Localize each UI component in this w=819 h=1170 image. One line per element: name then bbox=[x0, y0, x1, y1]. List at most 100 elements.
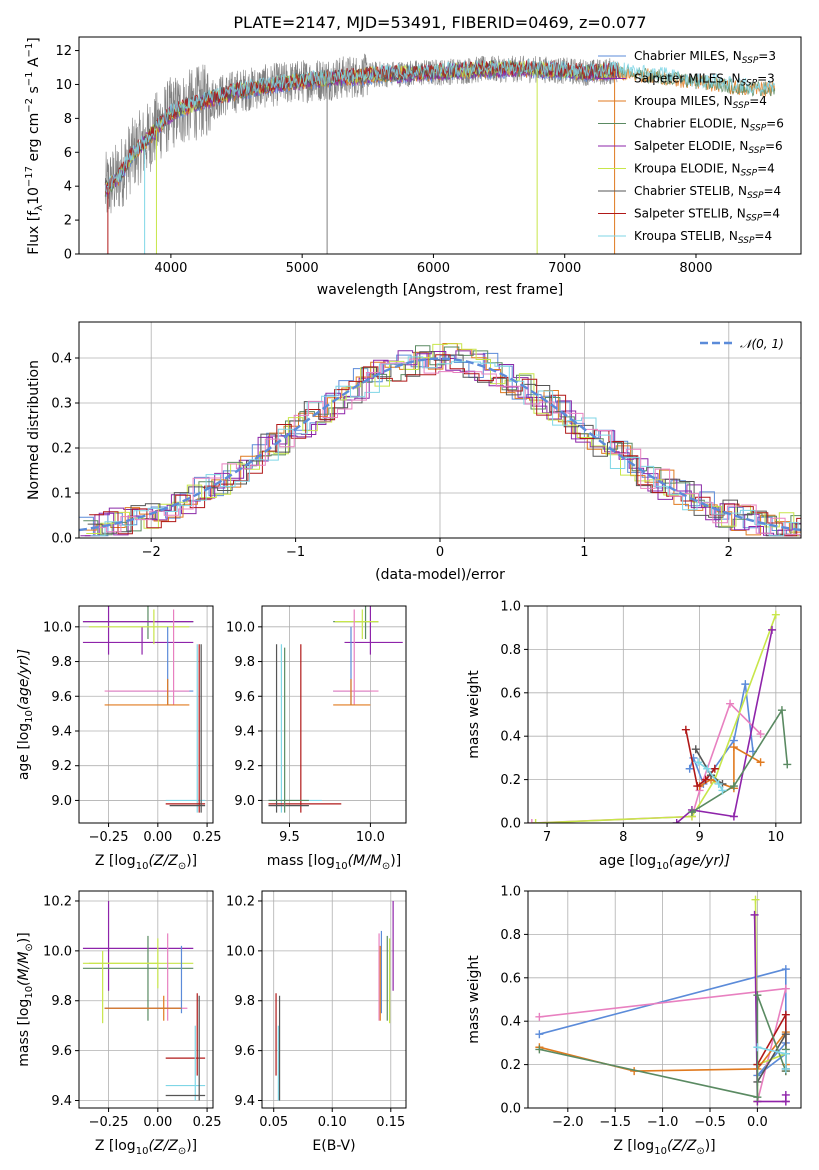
label-part: Z [log bbox=[95, 1138, 136, 1154]
label-part: )] bbox=[705, 1138, 716, 1154]
y-tick-label: 0.0 bbox=[500, 1102, 521, 1117]
y-tick-label: 0.4 bbox=[500, 730, 521, 745]
x-tick-label: −1.5 bbox=[599, 1115, 631, 1130]
y-tick-label: 0.2 bbox=[500, 1058, 521, 1073]
y-tick-label: 10.0 bbox=[43, 620, 72, 635]
x-tick-label: 4000 bbox=[154, 261, 187, 276]
residual-histogram-panel: −2 −1 0 1 2 0.0 0.1 0.2 0.3 0.4 𝒩(0, 1) (data-model… bbox=[26, 321, 802, 583]
y-tick-label: 0.8 bbox=[500, 928, 521, 943]
legend-entry: Kroupa MILES, NSSP=4 bbox=[634, 94, 767, 111]
weight-series-3 bbox=[676, 629, 773, 823]
legend-label: Chabrier MILES, N bbox=[634, 49, 742, 63]
y-axis-label-part: Flux [f bbox=[26, 210, 42, 255]
residual-histogram-0 bbox=[79, 352, 801, 537]
x-axis-label: Z [log10(Z/Z⊙)] bbox=[95, 1138, 197, 1157]
weight-point-marker bbox=[771, 610, 780, 619]
legend-entry: Chabrier MILES, NSSP=3 bbox=[634, 49, 776, 66]
legend-sub: SSP bbox=[741, 79, 758, 89]
label-part: (Z/Z bbox=[148, 853, 178, 869]
plot-area bbox=[528, 891, 801, 1108]
weight-point-marker bbox=[781, 1064, 790, 1073]
legend-tail: =4 bbox=[764, 184, 782, 198]
y-tick-label: 0.8 bbox=[500, 643, 521, 658]
weight-series-7 bbox=[691, 707, 789, 813]
weight-point-marker bbox=[531, 819, 540, 823]
y-axis-label-part: ] bbox=[26, 37, 42, 42]
y-tick-label: 9.8 bbox=[51, 655, 72, 670]
weight-point-marker bbox=[685, 764, 694, 773]
y-tick-label: 0.4 bbox=[500, 1015, 521, 1030]
weight-series-8 bbox=[697, 761, 724, 791]
x-tick-label: 0.05 bbox=[259, 1115, 288, 1130]
weight-vs-metallicity-panel: −2.0 −1.5 −1.0 −0.5 0.0 0.0 0.2 0.4 0.6 0.8 1.0 Z [… bbox=[466, 885, 802, 1157]
y-tick-label: 9.6 bbox=[234, 690, 255, 705]
x-tick-label: 0.15 bbox=[376, 1115, 405, 1130]
weight-point-marker bbox=[777, 706, 786, 715]
weight-point-marker bbox=[691, 745, 700, 754]
legend-tail: =4 bbox=[762, 207, 780, 221]
residual-histogram-7 bbox=[89, 354, 801, 537]
x-tick-label: −2 bbox=[142, 545, 161, 560]
legend-label: Salpeter STELIB, N bbox=[634, 207, 746, 221]
y-tick-label: 10.2 bbox=[43, 894, 72, 909]
x-tick-label: 0.0 bbox=[747, 1115, 768, 1130]
weight-point-marker bbox=[781, 1030, 790, 1039]
label-part: (Z/Z bbox=[667, 1138, 697, 1154]
x-tick-label: −0.5 bbox=[694, 1115, 726, 1130]
x-tick-label: 0 bbox=[436, 545, 444, 560]
y-axis-label-part: erg cm bbox=[26, 113, 42, 166]
y-tick-label: 10 bbox=[55, 78, 72, 93]
y-axis-label: Flux [fλ10−17 erg cm−2 s−1 A−1] bbox=[24, 37, 45, 255]
x-tick-label: 0.10 bbox=[318, 1115, 347, 1130]
x-tick-label: 2 bbox=[725, 545, 733, 560]
legend-label: Chabrier STELIB, N bbox=[634, 184, 747, 198]
label-part: 10 bbox=[136, 861, 149, 872]
label-part: )] bbox=[16, 932, 32, 943]
legend-entry: Kroupa ELODIE, NSSP=4 bbox=[634, 162, 775, 179]
y-axis-label-part: s bbox=[26, 86, 42, 98]
weight-point-marker bbox=[672, 819, 681, 823]
x-axis-label: (data-model)/error bbox=[375, 567, 505, 583]
weight-point-marker bbox=[694, 758, 703, 767]
y-axis-label-part: −17 bbox=[24, 166, 35, 187]
mass-vs-extinction-panel: 0.05 0.10 0.15 9.4 9.6 9.8 10.0 10.2 E(B-V) bbox=[226, 890, 407, 1154]
y-axis-label: mass weight bbox=[466, 955, 482, 1044]
legend-entry: Chabrier STELIB, NSSP=4 bbox=[634, 184, 781, 201]
y-tick-label: 9.8 bbox=[234, 655, 255, 670]
weight-point-marker bbox=[753, 1043, 762, 1052]
axes-frame bbox=[78, 890, 214, 1109]
weight-point-marker bbox=[781, 1090, 790, 1099]
weight-point-marker bbox=[753, 1093, 762, 1102]
y-tick-label: 9.8 bbox=[234, 994, 255, 1009]
y-tick-label: 9.6 bbox=[51, 1044, 72, 1059]
y-tick-label: 0.4 bbox=[51, 352, 72, 367]
weight-point-marker bbox=[753, 991, 762, 1000]
weight-point-marker bbox=[710, 764, 719, 773]
y-axis-label-part: A bbox=[26, 57, 42, 71]
y-tick-label: 8 bbox=[64, 112, 72, 127]
x-axis-label: wavelength [Angstrom, rest frame] bbox=[317, 282, 563, 298]
y-tick-label: 0 bbox=[64, 248, 72, 263]
y-tick-label: 1.0 bbox=[500, 885, 521, 900]
label-part: 10 bbox=[656, 861, 669, 872]
legend-sub: SSP bbox=[748, 146, 765, 156]
weight-point-marker bbox=[535, 1045, 544, 1054]
axes-frame bbox=[78, 36, 802, 255]
x-tick-label: −0.25 bbox=[89, 830, 129, 845]
weight-point-marker bbox=[528, 819, 536, 823]
y-tick-label: 10.0 bbox=[226, 944, 255, 959]
label-part: ⊙ bbox=[178, 861, 186, 872]
label-part: 10 bbox=[654, 1146, 667, 1157]
y-tick-label: 12 bbox=[55, 44, 72, 59]
x-axis-label: mass [log10(M/M⊙)] bbox=[267, 853, 401, 872]
x-tick-label: 0.25 bbox=[193, 830, 222, 845]
weight-series-1 bbox=[531, 702, 762, 823]
y-tick-label: 10.0 bbox=[226, 620, 255, 635]
y-axis-label: age [log10(age/yr)] bbox=[16, 649, 35, 780]
y-tick-label: 0.0 bbox=[500, 817, 521, 832]
legend-tail: =4 bbox=[749, 94, 767, 108]
y-tick-label: 0.6 bbox=[500, 686, 521, 701]
x-tick-label: −0.25 bbox=[89, 1115, 129, 1130]
label-part: age [log bbox=[16, 723, 32, 780]
